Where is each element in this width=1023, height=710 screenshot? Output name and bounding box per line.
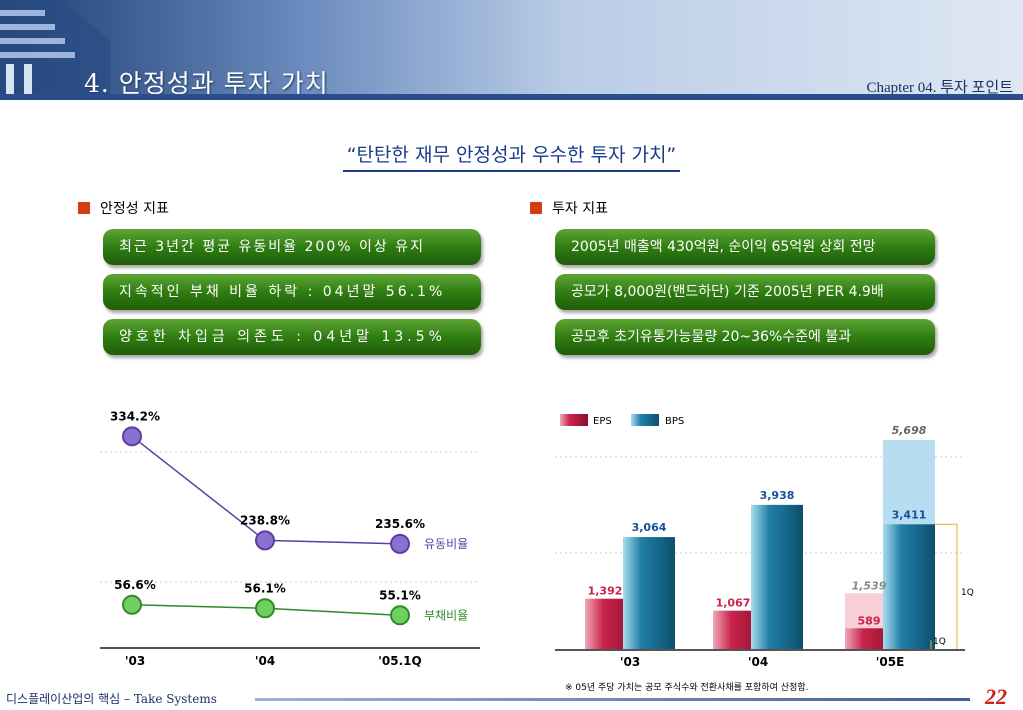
- bps-bar: [751, 504, 803, 650]
- current-ratio-point: [122, 426, 142, 447]
- x-tick-label: '05E: [876, 655, 905, 669]
- bracket-label: 1Q: [961, 588, 974, 598]
- current-ratio-legend-label: 유동비율: [424, 537, 468, 551]
- debt-ratio-point: [122, 594, 142, 615]
- investment-item-1: 2005년 매출액 430억원, 순이익 65억원 상회 전망: [555, 229, 935, 265]
- x-tick-label: '03: [620, 655, 640, 669]
- header-banner: 4. 안정성과 투자 가치 Chapter 04. 투자 포인트: [0, 0, 1023, 100]
- x-tick-label: '04: [255, 654, 275, 668]
- headline: “탄탄한 재무 안정성과 우수한 투자 가치”: [0, 140, 1023, 172]
- header-stripe: [0, 94, 1023, 100]
- stability-item-2: 지속적인 부채 비율 하락 : 04년말 56.1%: [103, 274, 481, 310]
- building-decoration: [0, 0, 110, 100]
- bps-1q-bar: [883, 524, 935, 650]
- debt-ratio-data-label: 56.6%: [114, 578, 156, 592]
- eps-data-label: 1,539: [852, 579, 887, 592]
- square-bullet-icon: [530, 202, 542, 214]
- right-section-heading: 투자 지표: [530, 198, 608, 218]
- debt-ratio-point: [255, 598, 275, 619]
- footnote: ※ 05년 주당 가치는 공모 주식수와 전환사채를 포함하여 산정함.: [565, 683, 809, 693]
- eps-bps-bar-chart: EPS BPS 1,392 3,064 '03 1,067 3,938 '04 1,539 5,6…: [555, 414, 974, 669]
- footer-text: 디스플레이산업의 핵심 – Take Systems: [6, 692, 217, 706]
- legend-bps-label: BPS: [665, 416, 684, 427]
- stability-item-3: 양호한 차입금 의존도 : 04년말 13.5%: [103, 319, 481, 355]
- square-bullet-icon: [78, 202, 90, 214]
- headline-text: “탄탄한 재무 안정성과 우수한 투자 가치”: [342, 144, 681, 172]
- debt-ratio-data-label: 56.1%: [244, 581, 286, 595]
- bps-data-label: 3,938: [760, 489, 795, 502]
- page-title: 4. 안정성과 투자 가치: [84, 69, 329, 98]
- legend-bps-swatch: [631, 414, 659, 426]
- debt-ratio-point: [390, 605, 410, 626]
- left-section-label: 안정성 지표: [100, 201, 169, 217]
- bracket-label: 1Q: [933, 637, 946, 647]
- bps-data-label: 3,064: [632, 521, 667, 534]
- bps-bar: [623, 537, 675, 650]
- eps-1q-data-label: 589: [858, 614, 881, 627]
- current-ratio-point: [390, 533, 410, 554]
- page-number: 22: [985, 684, 1007, 709]
- current-ratio-data-label: 334.2%: [110, 409, 160, 423]
- legend-eps-label: EPS: [593, 416, 612, 427]
- current-ratio-point: [255, 530, 275, 551]
- debt-ratio-data-label: 55.1%: [379, 588, 421, 602]
- x-tick-label: '04: [748, 655, 768, 669]
- stability-item-1: 최근 3년간 평균 유동비율 200% 이상 유지: [103, 229, 481, 265]
- left-section-heading: 안정성 지표: [78, 198, 169, 218]
- ratio-line-chart: 334.2% 238.8% 235.6% 유동비율 56.6% 56.1% 55.1%부채비…: [100, 409, 480, 668]
- legend-eps-swatch: [560, 414, 588, 426]
- current-ratio-data-label: 238.8%: [240, 513, 290, 527]
- investment-item-3: 공모후 초기유통가능물량 20~36%수준에 불과: [555, 319, 935, 355]
- current-ratio-data-label: 235.6%: [375, 517, 425, 531]
- bps-1q-data-label: 3,411: [892, 508, 927, 521]
- chapter-label: Chapter 04. 투자 포인트: [866, 80, 1013, 96]
- eps-data-label: 1,392: [588, 585, 623, 598]
- investment-item-2: 공모가 8,000원(밴드하단) 기준 2005년 PER 4.9배: [555, 274, 935, 310]
- right-section-label: 투자 지표: [552, 201, 608, 217]
- x-tick-label: '03: [125, 654, 145, 668]
- footer-line: [255, 698, 970, 701]
- debt-ratio-legend-label: 부채비율: [424, 608, 468, 622]
- x-tick-label: '05.1Q: [378, 654, 421, 668]
- eps-data-label: 1,067: [716, 597, 751, 610]
- bps-data-label: 5,698: [892, 424, 927, 437]
